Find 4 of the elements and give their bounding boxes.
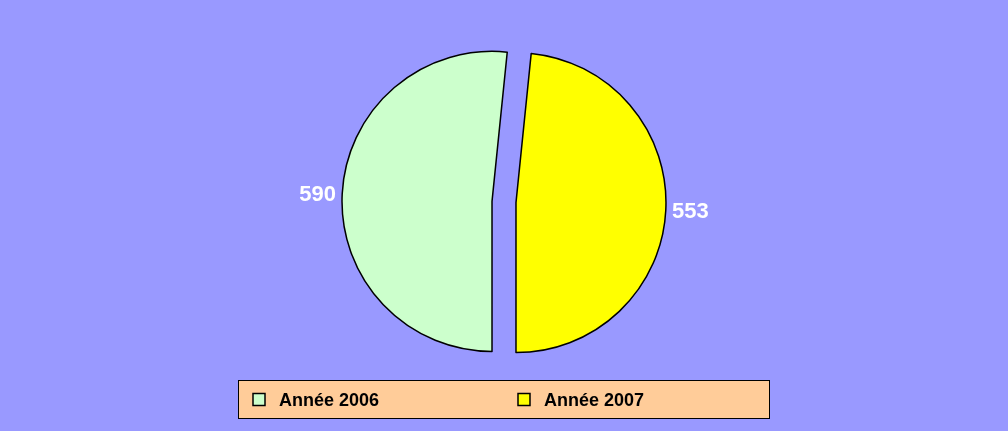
legend-label: Année 2007 bbox=[544, 390, 645, 411]
data-label: 590 bbox=[299, 181, 336, 207]
legend-label: Année 2006 bbox=[279, 390, 380, 411]
data-label: 553 bbox=[672, 197, 709, 223]
